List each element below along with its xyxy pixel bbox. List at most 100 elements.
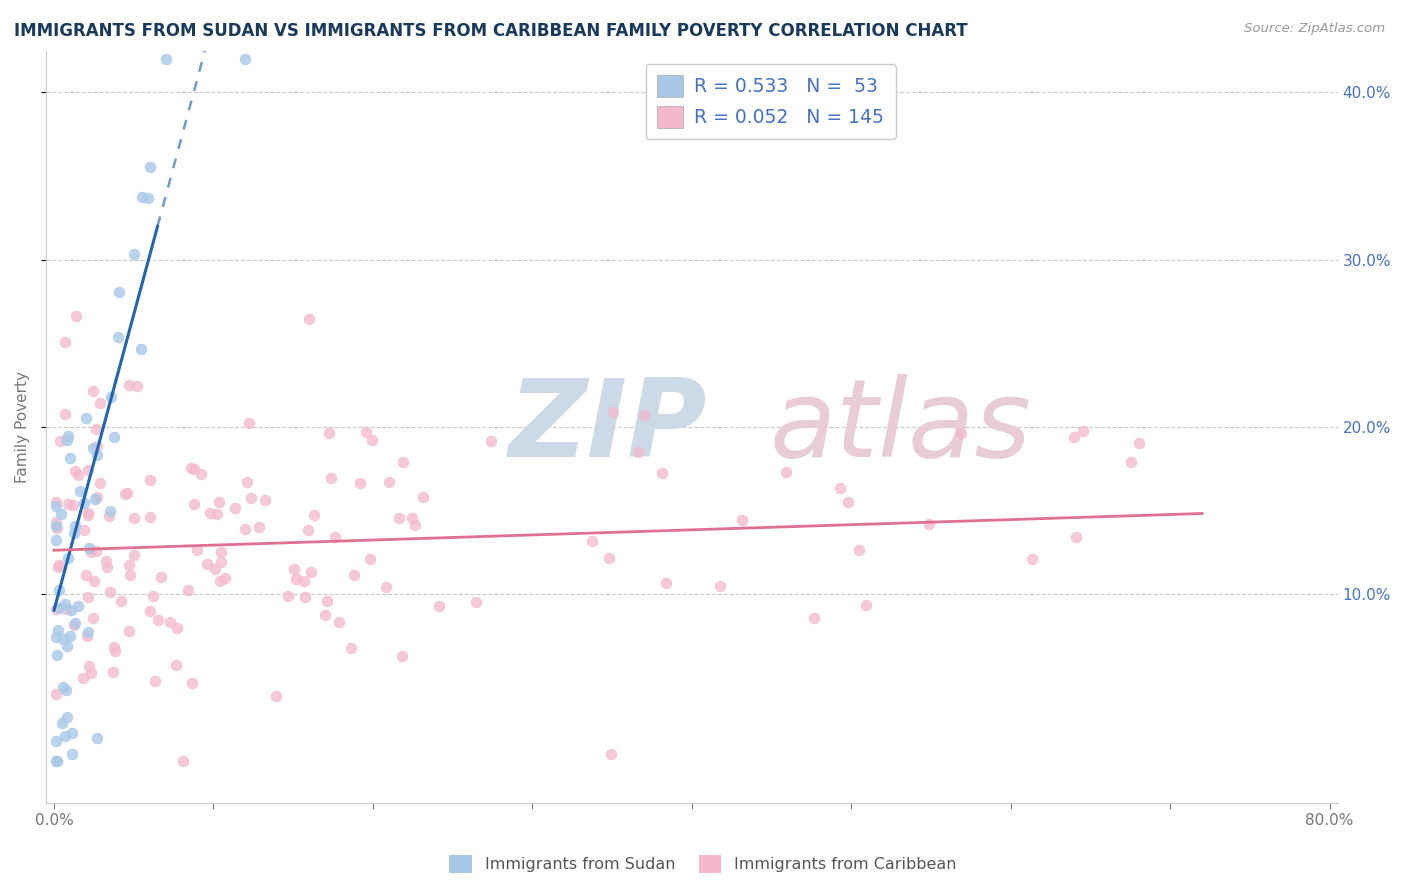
Point (830, 481, 852, 495)
Point (86, 421, 108, 435)
Legend: Immigrants from Sudan, Immigrants from Caribbean: Immigrants from Sudan, Immigrants from C… (443, 848, 963, 880)
Point (89, 395, 111, 409)
Point (45, 630, 67, 644)
Text: atlas: atlas (769, 374, 1031, 479)
Point (360, 433, 382, 447)
Point (98, 585, 121, 599)
Point (392, 455, 415, 469)
Point (190, 467, 212, 481)
Point (343, 567, 366, 582)
Point (581, 534, 603, 549)
Point (63, 525, 86, 540)
Point (318, 426, 340, 441)
Point (98, 503, 121, 517)
Point (848, 542, 870, 557)
Point (391, 648, 413, 663)
Point (45, 687, 67, 701)
Point (45, 754, 67, 768)
Point (319, 471, 342, 485)
Point (82, 611, 104, 625)
Point (45, 495, 67, 509)
Point (138, 603, 160, 617)
Point (240, 491, 263, 505)
Point (209, 574, 232, 589)
Point (69, 484, 91, 499)
Point (375, 580, 398, 594)
Point (855, 598, 877, 612)
Point (49, 434, 72, 449)
Point (238, 417, 260, 431)
Point (142, 589, 165, 603)
Point (283, 562, 305, 576)
Point (180, 460, 202, 475)
Point (479, 434, 502, 449)
Text: Source: ZipAtlas.com: Source: ZipAtlas.com (1244, 22, 1385, 36)
Point (233, 522, 256, 536)
Point (404, 518, 426, 533)
Point (89, 475, 111, 490)
Point (86, 491, 108, 505)
Point (48, 558, 70, 572)
Point (354, 425, 377, 439)
Point (51, 716, 73, 731)
Point (86, 439, 108, 453)
Point (143, 673, 166, 688)
Point (292, 574, 315, 588)
Point (45, 648, 67, 663)
Point (1071, 424, 1094, 438)
Point (183, 461, 205, 475)
Point (104, 644, 127, 658)
Point (129, 342, 152, 356)
Point (155, 52, 177, 66)
Point (236, 475, 259, 489)
Point (45, 601, 67, 615)
Point (60, 726, 83, 740)
Point (55, 597, 77, 611)
Point (59, 603, 82, 617)
Point (651, 467, 673, 481)
Point (349, 476, 371, 491)
Point (101, 665, 124, 679)
Point (388, 511, 411, 525)
Point (45, 733, 67, 747)
Point (633, 408, 655, 422)
Point (65, 309, 87, 323)
Point (110, 594, 132, 608)
Point (323, 530, 346, 544)
Point (302, 508, 325, 523)
Point (114, 487, 136, 501)
Point (56, 434, 79, 448)
Point (247, 519, 270, 533)
Point (53, 729, 76, 743)
Point (55, 407, 77, 421)
Point (131, 189, 153, 203)
Point (83, 574, 105, 588)
Point (600, 747, 623, 761)
Point (803, 611, 825, 625)
Point (84, 491, 107, 506)
Point (46, 560, 69, 574)
Point (77, 463, 100, 477)
Point (96, 560, 118, 574)
Point (277, 589, 299, 603)
Point (77, 506, 100, 520)
Point (122, 548, 145, 562)
Point (209, 545, 232, 559)
Point (77, 508, 100, 522)
Point (207, 495, 229, 509)
Point (1119, 455, 1142, 469)
Point (316, 593, 339, 607)
Point (359, 552, 381, 566)
Point (75, 411, 97, 425)
Point (84, 544, 107, 558)
Point (233, 52, 256, 66)
Point (328, 615, 350, 630)
Point (165, 657, 187, 672)
Point (63, 519, 86, 533)
Point (73, 496, 96, 510)
Point (98, 509, 121, 524)
Point (118, 567, 141, 582)
Point (45, 515, 67, 529)
Point (166, 621, 188, 635)
Point (72, 671, 94, 685)
